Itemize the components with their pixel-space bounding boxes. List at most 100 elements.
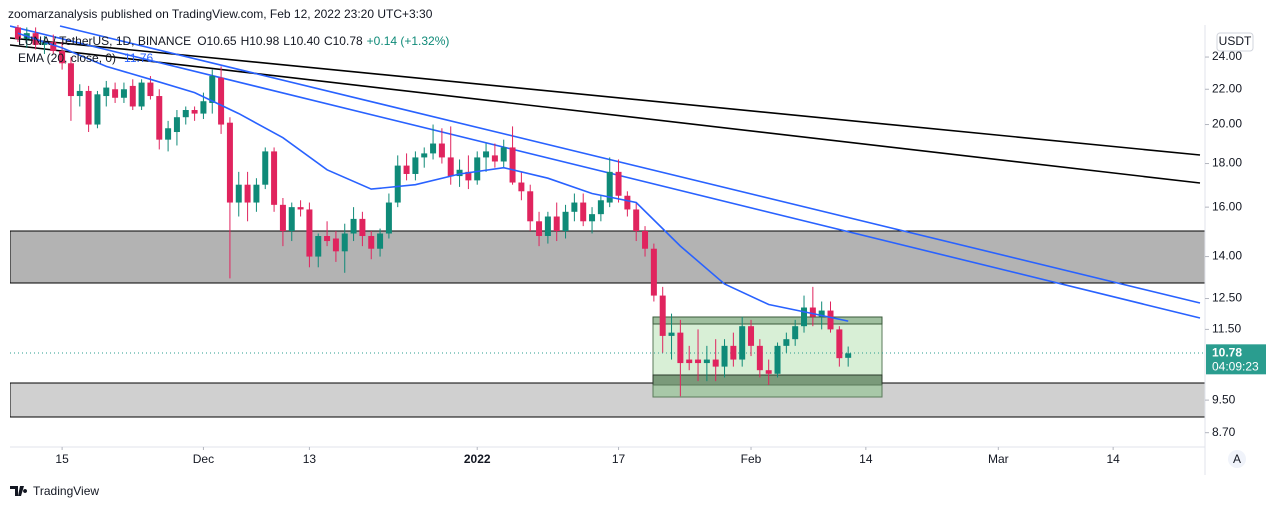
candle-body xyxy=(756,345,763,371)
candle-body xyxy=(147,82,154,97)
scale-button[interactable] xyxy=(1228,450,1246,468)
candle-body xyxy=(553,216,560,232)
y-tick-label: 11.50 xyxy=(1212,322,1241,336)
symbol: LUNA / TetherUS, 1D, BINANCE O10.65 H10.98… xyxy=(18,34,449,48)
last-price: 10.78 xyxy=(1212,345,1242,359)
candle-body xyxy=(580,202,587,222)
x-tick-label: 15 xyxy=(55,452,69,466)
candle-body xyxy=(456,169,463,177)
candle-body xyxy=(783,339,790,346)
ohlc: C10.78 xyxy=(324,34,363,48)
trend-line xyxy=(10,37,1201,156)
candle-body xyxy=(677,332,684,364)
candle-body xyxy=(818,310,825,317)
brand: TradingView xyxy=(10,484,99,498)
y-tick-label: 22.00 xyxy=(1212,81,1242,95)
candle-body xyxy=(332,238,339,252)
candle-body xyxy=(76,90,83,97)
ema-legend: EMA (20, close, 0) 11.76 xyxy=(18,51,154,65)
candle-body xyxy=(668,332,675,336)
candle-body xyxy=(385,202,392,234)
y-tick-label: 8.70 xyxy=(1212,425,1236,439)
y-tick-label: 12.50 xyxy=(1212,291,1242,305)
candle-body xyxy=(156,96,163,140)
candle-body xyxy=(491,155,498,162)
candle-body xyxy=(642,231,649,249)
candle-body xyxy=(765,370,772,374)
candle-body xyxy=(41,41,48,45)
candle-body xyxy=(262,151,269,185)
candle-body xyxy=(536,221,543,237)
candle-body xyxy=(518,182,525,192)
x-tick-label: 14 xyxy=(1106,452,1120,466)
candle-body xyxy=(792,326,799,340)
candle-body xyxy=(359,218,366,237)
candle-body xyxy=(686,359,693,364)
candle-body xyxy=(341,233,348,252)
candle-body xyxy=(288,207,295,232)
candle-body xyxy=(67,63,74,97)
candle-body xyxy=(350,218,357,234)
candle-body xyxy=(200,101,207,114)
drawings xyxy=(10,25,1205,418)
candle-body xyxy=(650,248,657,296)
candle-body xyxy=(739,326,746,360)
candle-body xyxy=(633,209,640,232)
candle-body xyxy=(182,110,189,118)
candle-body xyxy=(191,110,198,114)
y-tick-label: 24.00 xyxy=(1212,49,1242,63)
candle-body xyxy=(659,295,666,336)
candle-body xyxy=(306,209,313,257)
candle-body xyxy=(103,87,110,97)
candle-body xyxy=(218,77,225,125)
x-tick-label: Dec xyxy=(193,452,214,466)
candle-body xyxy=(500,147,507,162)
trend-line xyxy=(10,25,1201,319)
last-price-box xyxy=(1206,344,1266,375)
zone-lower xyxy=(10,382,1205,418)
candle-body xyxy=(606,171,613,203)
candle-body xyxy=(483,151,490,158)
candle-body xyxy=(271,151,278,205)
y-tick-label: 9.50 xyxy=(1212,392,1236,406)
header: zoomarzanalysis published on TradingView… xyxy=(8,7,433,21)
candle-body xyxy=(809,307,816,317)
candle-body xyxy=(695,359,702,364)
y-tick-label: 16.00 xyxy=(1212,199,1242,213)
candle-body xyxy=(774,345,781,374)
trend-line xyxy=(10,44,1201,184)
candle-body xyxy=(315,236,322,257)
candle-body xyxy=(474,157,481,181)
candle-body xyxy=(438,143,445,158)
candle-body xyxy=(324,236,331,242)
ema-name: EMA (20, close, 0) xyxy=(18,51,116,65)
candle-body xyxy=(748,326,755,346)
candle-body xyxy=(562,211,569,232)
candle-body xyxy=(165,128,172,140)
candle-body xyxy=(85,90,92,125)
ohlc: L10.40 xyxy=(283,34,320,48)
candle-body xyxy=(50,41,57,51)
currency: USDT xyxy=(1219,34,1252,48)
candle-body xyxy=(377,233,384,249)
candle-body xyxy=(279,204,286,232)
candle-body xyxy=(235,184,242,203)
candle-body xyxy=(173,117,180,133)
x-tick-label: Feb xyxy=(741,452,762,466)
candle-body xyxy=(597,200,604,215)
range-top xyxy=(652,316,883,325)
trend-line xyxy=(59,25,1201,304)
x-tick-label: 14 xyxy=(859,452,873,466)
y-tick-label: 14.00 xyxy=(1212,249,1242,263)
series xyxy=(14,25,852,397)
candle-body xyxy=(112,89,119,98)
ohlc: H10.98 xyxy=(241,34,280,48)
y-tick-label: 18.00 xyxy=(1212,156,1242,170)
candle-body xyxy=(465,171,472,181)
candle-body xyxy=(571,202,578,212)
candle-body xyxy=(368,236,375,249)
scale-button-label[interactable]: A xyxy=(1233,452,1241,466)
candle-body xyxy=(430,143,437,154)
candle-body xyxy=(394,165,401,203)
